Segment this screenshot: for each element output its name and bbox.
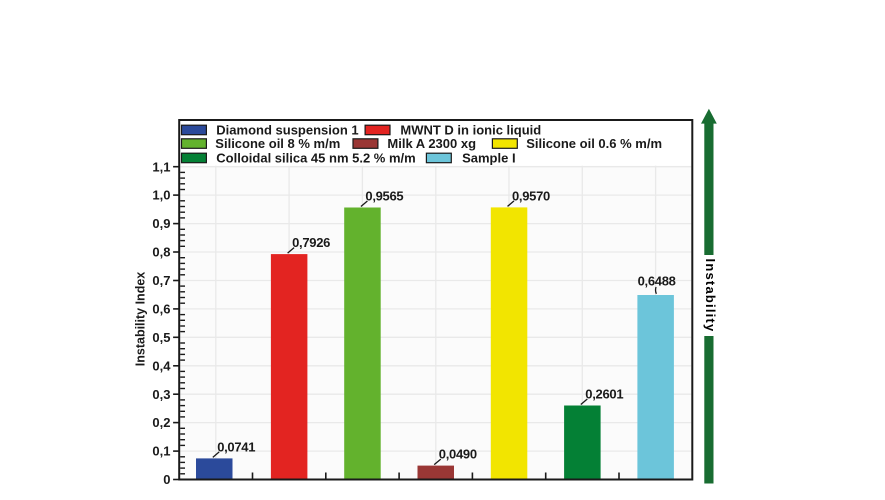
svg-text:0,8: 0,8 [152, 245, 170, 260]
svg-text:1,0: 1,0 [152, 188, 170, 203]
svg-text:Instability Index: Instability Index [134, 272, 148, 367]
svg-text:1,1: 1,1 [152, 159, 170, 174]
svg-text:0,0741: 0,0741 [217, 439, 255, 454]
svg-text:Silicone oil 8 % m/m: Silicone oil 8 % m/m [215, 136, 340, 151]
svg-text:Colloidal silica 45 nm 5.2 % m: Colloidal silica 45 nm 5.2 % m/m [216, 151, 415, 166]
svg-text:0,5: 0,5 [152, 330, 170, 345]
svg-text:0,2601: 0,2601 [585, 387, 623, 402]
svg-text:MWNT D in ionic liquid: MWNT D in ionic liquid [400, 123, 541, 138]
svg-text:0,9: 0,9 [152, 216, 170, 231]
svg-text:0,3: 0,3 [152, 387, 170, 402]
svg-text:Silicone oil 0.6 % m/m: Silicone oil 0.6 % m/m [526, 136, 662, 151]
svg-text:0,7: 0,7 [152, 273, 170, 288]
svg-text:0,0490: 0,0490 [439, 447, 477, 462]
svg-text:Milk A 2300 xg: Milk A 2300 xg [387, 136, 476, 151]
svg-text:Instability: Instability [703, 259, 718, 333]
svg-text:0: 0 [163, 472, 170, 487]
svg-text:0,4: 0,4 [152, 358, 171, 373]
svg-text:0,6: 0,6 [152, 302, 170, 317]
svg-text:0,6488: 0,6488 [638, 274, 676, 289]
svg-text:0,1: 0,1 [152, 444, 170, 459]
svg-text:0,9570: 0,9570 [512, 188, 550, 203]
svg-text:Diamond suspension 1: Diamond suspension 1 [216, 123, 358, 138]
svg-text:0,7926: 0,7926 [292, 235, 330, 250]
svg-text:0,2: 0,2 [152, 415, 170, 430]
svg-text:0,9565: 0,9565 [365, 189, 403, 204]
svg-text:Sample I: Sample I [462, 151, 515, 166]
